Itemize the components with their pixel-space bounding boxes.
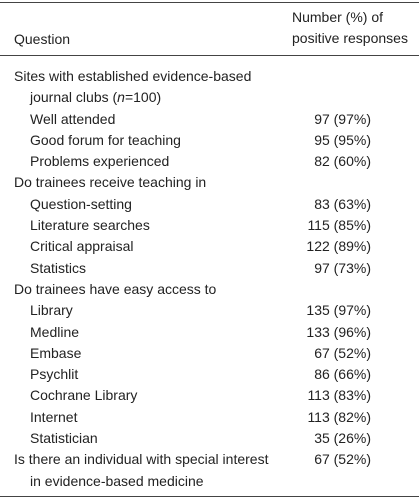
header-cell: Question bbox=[14, 31, 71, 47]
section-row: Is there an individual with special inte… bbox=[0, 449, 419, 492]
item-row: Embase 67 (52%) bbox=[0, 343, 419, 364]
value-cell: 95 (95%) bbox=[314, 131, 371, 148]
heading-text: Do trainees have easy access to bbox=[14, 280, 217, 297]
item-label: Problems experienced bbox=[30, 153, 170, 170]
item-row: Well attended 97 (97%) bbox=[0, 109, 419, 130]
item-row: Problems experienced 82 (60%) bbox=[0, 151, 419, 172]
value-cell: 133 (96%) bbox=[306, 323, 371, 340]
table-header: Question Number (%) of positive response… bbox=[0, 3, 419, 56]
item-row: Good forum for teaching 95 (95%) bbox=[0, 130, 419, 151]
item-row: Statistician 35 (26%) bbox=[0, 428, 419, 449]
value-cell: 97 (97%) bbox=[314, 110, 371, 127]
item-row: Question-setting 83 (63%) bbox=[0, 194, 419, 215]
section-heading: Do trainees have easy access to bbox=[0, 279, 276, 300]
item-label: Internet bbox=[30, 408, 78, 425]
item-row: Medline 133 (96%) bbox=[0, 322, 419, 343]
value-cell: 83 (63%) bbox=[314, 195, 371, 212]
section-heading: Do trainees receive teaching in bbox=[0, 172, 276, 193]
section-heading: Is there an individual with special inte… bbox=[0, 449, 276, 492]
heading-text: n bbox=[117, 89, 125, 106]
table-body: Sites with established evidence-based jo… bbox=[0, 56, 419, 496]
item-row: Statistics 97 (73%) bbox=[0, 258, 419, 279]
item-row: Library 135 (97%) bbox=[0, 300, 419, 321]
item-label: Statistics bbox=[30, 259, 87, 276]
value-cell: 113 (82%) bbox=[307, 408, 371, 425]
value-cell: 86 (66%) bbox=[314, 366, 371, 383]
value-cell: 82 (60%) bbox=[314, 153, 371, 170]
item-label: Literature searches bbox=[30, 217, 150, 234]
item-row: Critical appraisal 122 (89%) bbox=[0, 236, 419, 257]
heading-text: Is there an individual with special inte… bbox=[14, 451, 269, 489]
header-cell: Number (%) of positive responses bbox=[292, 9, 408, 46]
heading-text: =100) bbox=[124, 89, 162, 106]
item-label: Good forum for teaching bbox=[30, 131, 181, 148]
item-label: Statistician bbox=[30, 430, 98, 447]
value-cell: 35 (26%) bbox=[314, 430, 371, 447]
item-label: Library bbox=[30, 302, 73, 319]
item-label: Embase bbox=[30, 344, 82, 361]
item-label: Critical appraisal bbox=[30, 238, 134, 255]
item-label: Medline bbox=[30, 323, 80, 340]
value-cell: 135 (97%) bbox=[306, 302, 371, 319]
value-cell: 67 (52%) bbox=[314, 451, 371, 468]
heading-text: Do trainees receive teaching in bbox=[14, 174, 207, 191]
item-label: Psychlit bbox=[30, 366, 79, 383]
item-row: Literature searches 115 (85%) bbox=[0, 215, 419, 236]
section-row: Sites with established evidence-based jo… bbox=[0, 66, 419, 109]
item-label: Well attended bbox=[30, 110, 116, 127]
value-cell: 67 (52%) bbox=[314, 344, 371, 361]
section-row: Do trainees have easy access to bbox=[0, 279, 419, 300]
item-row: Internet 113 (82%) bbox=[0, 407, 419, 428]
value-cell: 97 (73%) bbox=[314, 259, 371, 276]
value-cell: 122 (89%) bbox=[306, 238, 371, 255]
item-row: Psychlit 86 (66%) bbox=[0, 364, 419, 385]
value-cell: 113 (83%) bbox=[307, 387, 371, 404]
section-heading: Sites with established evidence-based jo… bbox=[0, 66, 276, 109]
section-row: Do trainees receive teaching in bbox=[0, 172, 419, 193]
heading-text: Sites with established evidence-based jo… bbox=[14, 68, 252, 106]
item-label: Question-setting bbox=[30, 195, 132, 212]
item-label: Cochrane Library bbox=[30, 387, 138, 404]
value-cell: 115 (85%) bbox=[307, 217, 371, 234]
item-row: Cochrane Library 113 (83%) bbox=[0, 385, 419, 406]
